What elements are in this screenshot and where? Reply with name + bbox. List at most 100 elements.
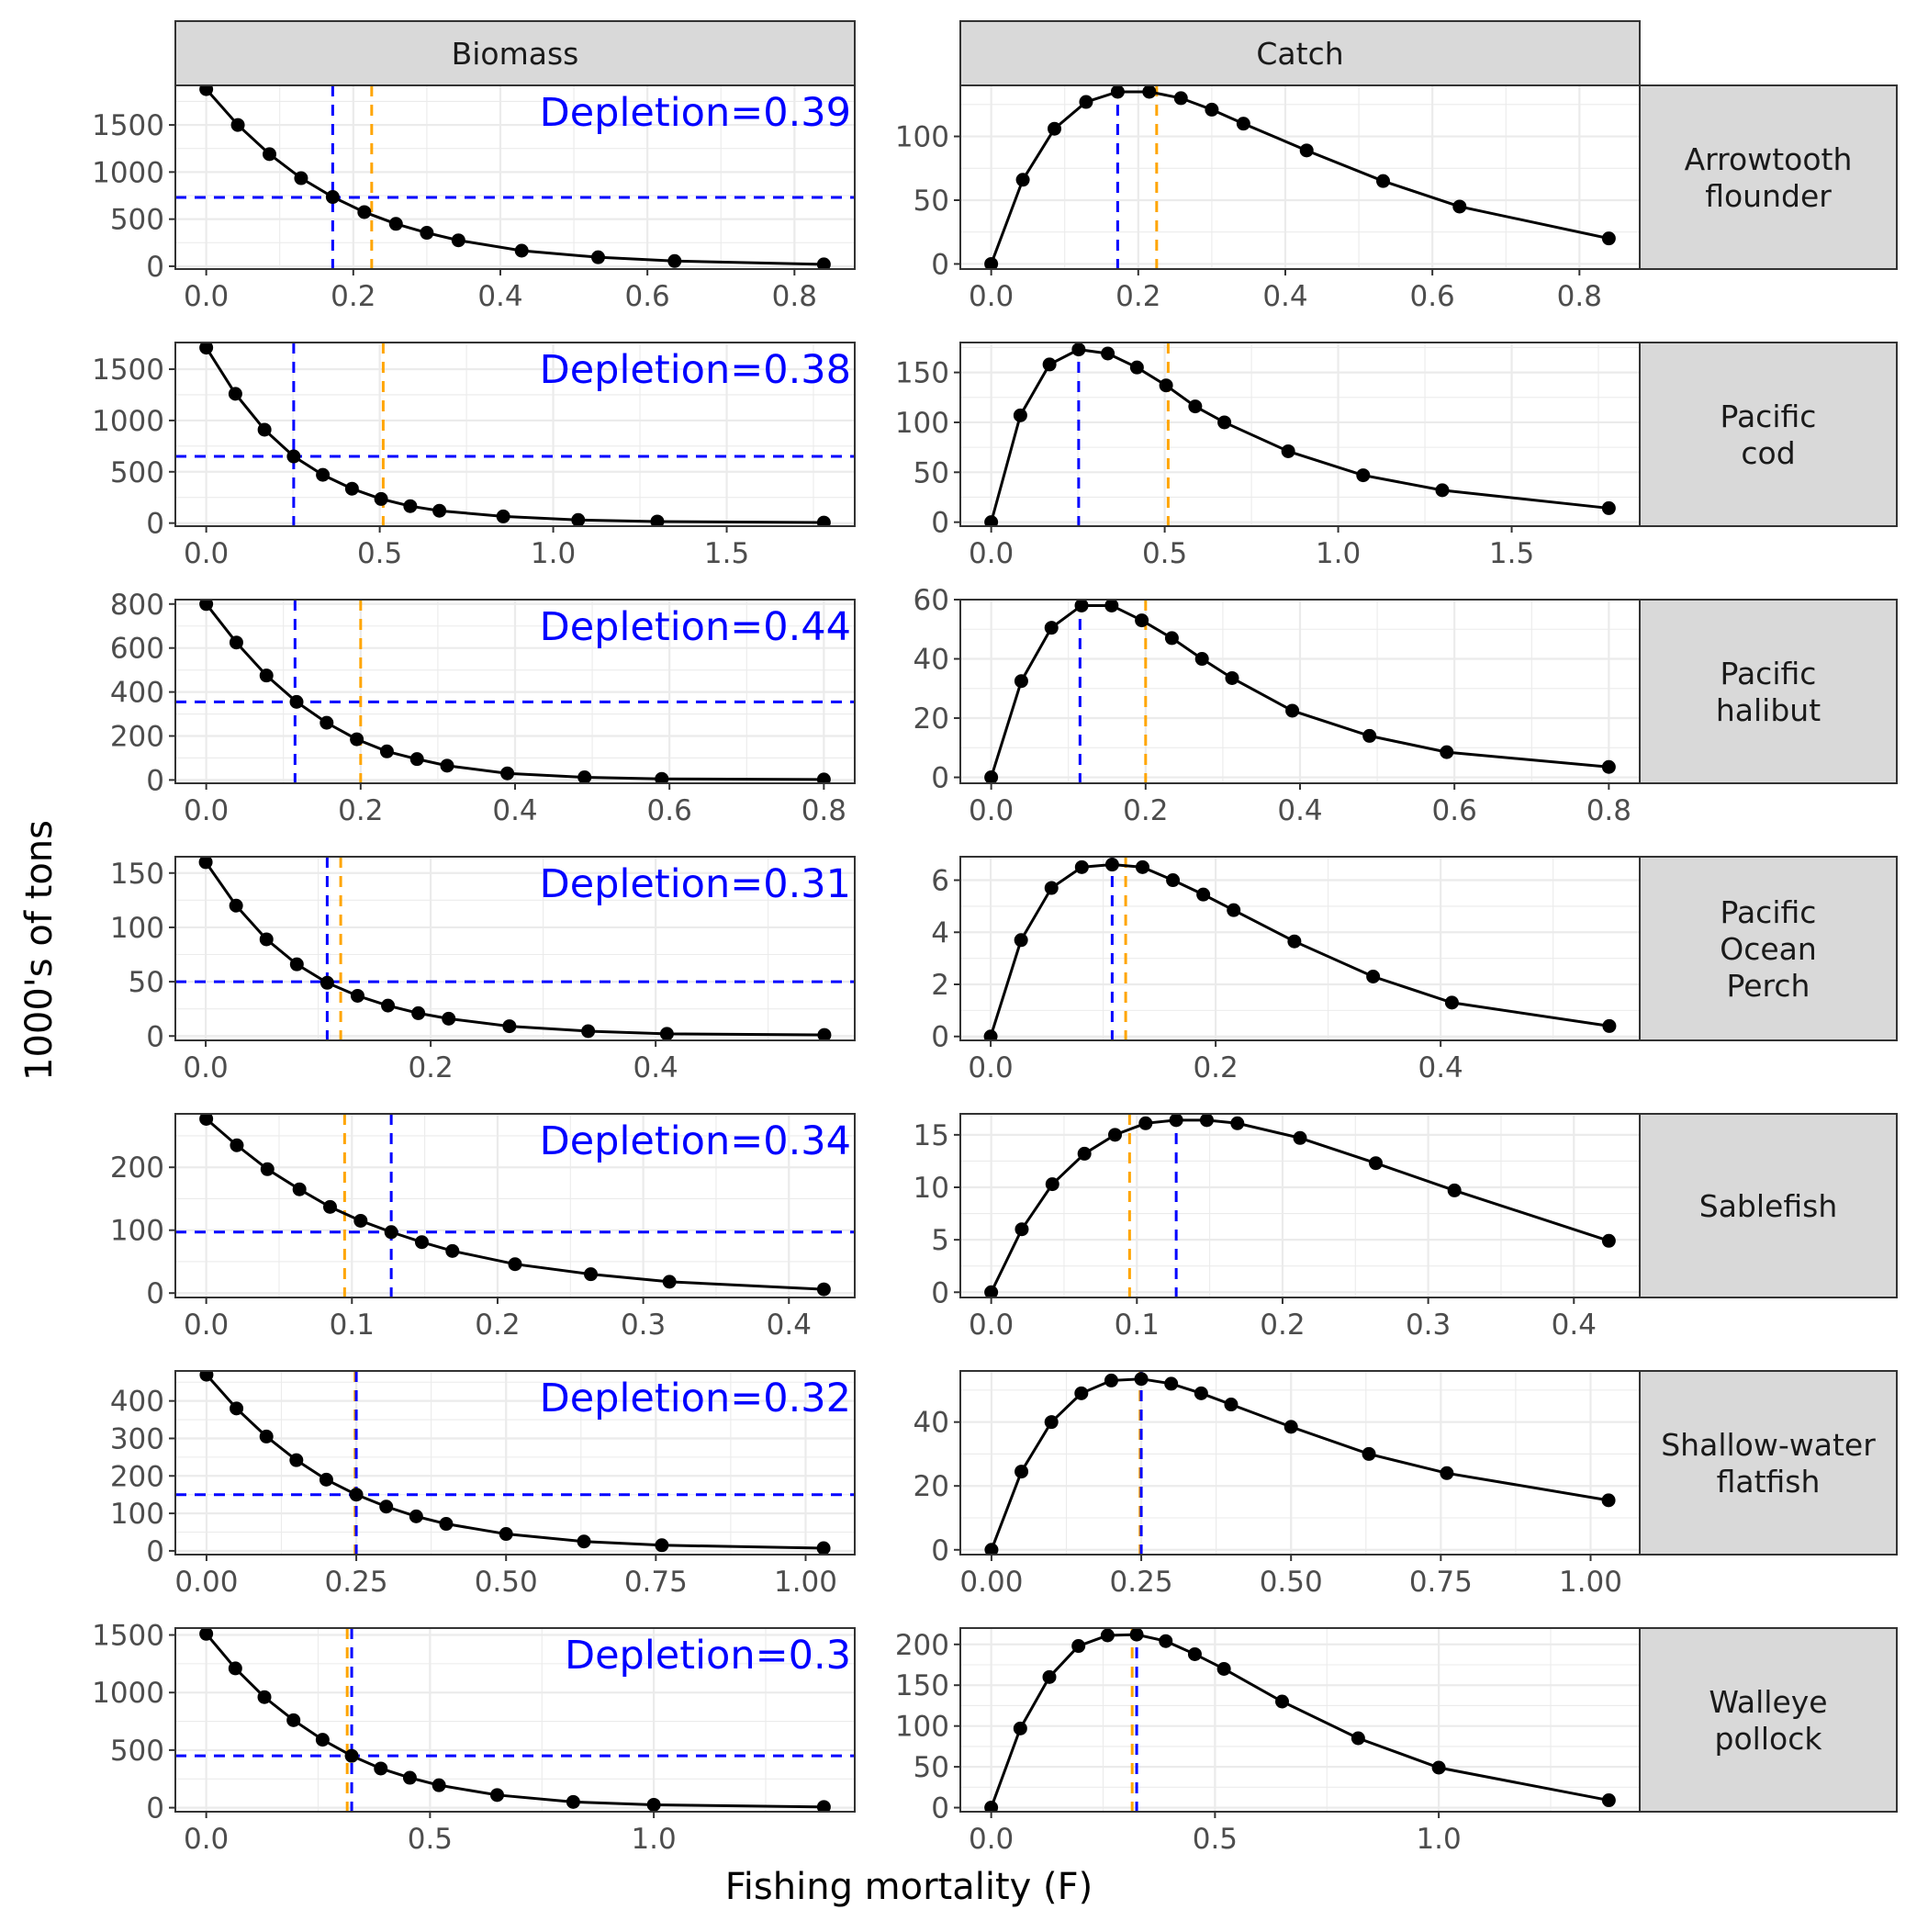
y-tick-label: 2 xyxy=(931,969,949,1002)
axis-ticks: 0.0 0.2 0.4 0 2 4 6 xyxy=(931,865,1463,1084)
x-tick-label: 0.4 xyxy=(477,280,522,313)
data-point xyxy=(1074,1386,1089,1400)
gridlines xyxy=(960,1114,1640,1297)
x-tick-label: 0.4 xyxy=(1418,1051,1463,1084)
y-tick-label: 1500 xyxy=(92,109,164,142)
panel-catch-pacific-halibut: 0.0 0.2 0.4 0.6 0.8 0 20 40 60 xyxy=(914,584,1641,827)
data-point xyxy=(1101,346,1115,361)
data-point xyxy=(402,1770,417,1785)
data-point xyxy=(357,205,372,219)
species-strip-label: Arrowtooth flounder xyxy=(1685,141,1853,214)
gridlines xyxy=(960,343,1640,526)
x-tick-label: 0.2 xyxy=(1260,1309,1305,1342)
series-catch xyxy=(984,1114,1616,1297)
x-tick-label: 0.4 xyxy=(1262,280,1307,313)
data-point xyxy=(230,118,245,132)
data-point xyxy=(1601,231,1616,246)
species-strip: Pacific halibut xyxy=(1639,599,1898,784)
data-point xyxy=(1042,1669,1057,1684)
data-point xyxy=(1159,378,1173,393)
strip-biomass-bg xyxy=(174,20,856,86)
data-point xyxy=(571,512,586,526)
x-tick-label: 0.2 xyxy=(408,1051,453,1084)
data-point xyxy=(1435,483,1450,498)
data-point xyxy=(983,1029,998,1040)
data-point xyxy=(1375,174,1390,188)
y-tick-label: 10 xyxy=(914,1172,949,1205)
data-point xyxy=(199,1114,214,1126)
x-tick-label: 0.0 xyxy=(969,280,1014,313)
species-strip-bg xyxy=(1639,84,1898,270)
panel-background xyxy=(960,857,1640,1040)
x-tick-label: 0.2 xyxy=(338,794,383,827)
data-point xyxy=(259,1429,274,1443)
depletion-label: Depletion=0.31 xyxy=(540,861,851,907)
data-point xyxy=(577,1534,591,1549)
data-point xyxy=(325,190,340,205)
panel-biomass-sablefish: 0.0 0.1 0.2 0.3 0.4 0 100 200 Depletion=0.34 xyxy=(110,1113,856,1342)
species-strip-label: Sablefish xyxy=(1699,1188,1837,1224)
series-catch xyxy=(984,1372,1616,1555)
data-point xyxy=(1275,1694,1290,1709)
data-point xyxy=(1142,85,1157,99)
series-biomass xyxy=(199,1371,831,1555)
data-point xyxy=(260,1162,275,1176)
data-point xyxy=(508,1257,522,1272)
strip-catch-bg xyxy=(959,20,1641,86)
panel-biomass-pacific-ocean-perch: 0.0 0.2 0.4 0 50 100 150 Depletion=0.31 xyxy=(110,856,856,1084)
data-point xyxy=(411,1005,426,1020)
panel-border xyxy=(174,342,856,527)
species-strip-label: Pacific cod xyxy=(1721,399,1817,471)
y-tick-label: 500 xyxy=(110,456,164,489)
y-tick-label: 150 xyxy=(110,858,164,891)
data-point xyxy=(1014,674,1028,689)
data-point xyxy=(1013,408,1027,422)
x-tick-label: 0.75 xyxy=(624,1566,688,1599)
data-point xyxy=(1194,652,1209,667)
y-tick-label: 100 xyxy=(110,1215,164,1248)
x-tick-label: 0.0 xyxy=(184,537,229,570)
panel-biomass-pacific-cod: 0.0 0.5 1.0 1.5 0 500 1000 1500 Depletion=0.38 xyxy=(92,342,856,570)
data-point xyxy=(353,1213,368,1228)
data-point xyxy=(1281,444,1295,458)
data-point xyxy=(199,85,214,96)
species-strip-label: Pacific halibut xyxy=(1716,656,1821,728)
gridlines xyxy=(960,600,1640,783)
x-tick-label: 0.2 xyxy=(1123,794,1168,827)
data-point xyxy=(319,1472,333,1487)
data-point xyxy=(659,1027,674,1040)
data-point xyxy=(984,256,999,269)
y-tick-label: 20 xyxy=(914,1470,949,1503)
data-point xyxy=(289,694,304,709)
data-point xyxy=(984,1543,999,1555)
axis-ticks: 0.0 0.2 0.4 0.6 0.8 0 20 40 60 xyxy=(914,584,1631,827)
series-catch xyxy=(983,858,1617,1040)
data-point xyxy=(646,1797,661,1812)
data-point xyxy=(577,770,592,783)
data-point xyxy=(1187,1646,1202,1661)
x-axis-title: Fishing mortality (F) xyxy=(725,1866,1093,1908)
x-tick-label: 0.5 xyxy=(408,1823,453,1856)
data-point xyxy=(1362,1446,1376,1461)
strip-biomass: Biomass xyxy=(452,36,579,72)
y-tick-label: 4 xyxy=(931,916,949,949)
y-tick-label: 0 xyxy=(146,251,164,284)
data-point xyxy=(230,1138,244,1152)
data-point xyxy=(228,387,242,401)
x-tick-label: 1.00 xyxy=(774,1566,837,1599)
species-strip: Shallow-water flatfish xyxy=(1639,1370,1898,1556)
x-tick-label: 0.1 xyxy=(1115,1309,1160,1342)
y-tick-label: 1500 xyxy=(92,354,164,387)
axis-ticks: 0.0 0.5 1.0 1.5 0 500 1000 1500 xyxy=(92,354,749,570)
data-point xyxy=(414,1235,429,1250)
data-point xyxy=(442,1011,456,1026)
data-point xyxy=(289,1453,304,1467)
data-point xyxy=(816,257,831,269)
gridlines xyxy=(960,857,1640,1040)
data-point xyxy=(1369,1156,1384,1171)
x-tick-label: 0.8 xyxy=(801,794,846,827)
data-point xyxy=(1135,859,1149,874)
